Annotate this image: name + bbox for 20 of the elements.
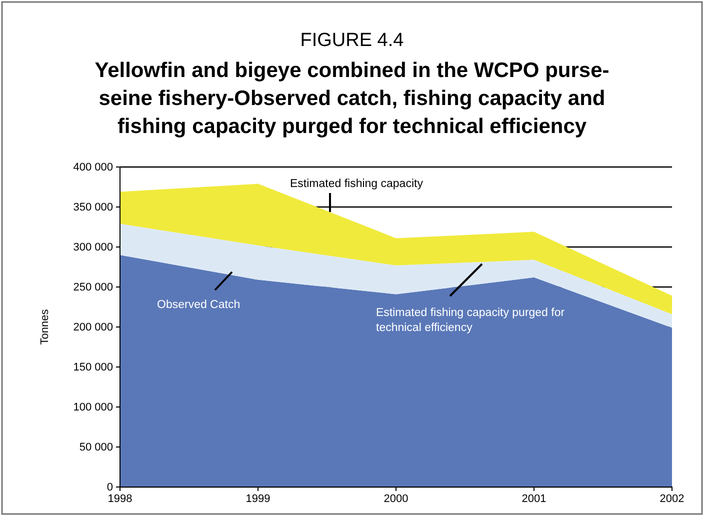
y-tick-label: 250 000 (73, 282, 113, 294)
x-tick-label: 1999 (246, 492, 270, 505)
y-tick-label: 100 000 (73, 402, 113, 414)
x-tick-label: 2000 (384, 492, 408, 505)
x-tick-label: 1998 (108, 492, 132, 505)
series-label: Estimated fishing capacity (290, 178, 424, 190)
y-tick-label: 150 000 (73, 362, 113, 374)
series-label: Observed Catch (157, 299, 240, 311)
series-label: Estimated fishing capacity purged for technical efficiency (376, 307, 565, 334)
y-axis-title: Tonnes (39, 308, 51, 345)
y-tick-label: 200 000 (73, 322, 113, 334)
y-tick-label: 350 000 (73, 202, 113, 214)
y-tick-label: 300 000 (73, 242, 113, 254)
y-tick-label: 400 000 (73, 162, 113, 174)
chart-subtitle: Yellowfin and bigeye combined in the WCPO purse-seine fishery-Observed catch, fishing capacity and fishing capacity purged for technical efficiency (94, 59, 610, 138)
x-tick-label: 2002 (660, 492, 684, 505)
y-tick-label: 50 000 (79, 442, 113, 454)
y-tick-label: 0 (106, 482, 113, 494)
chart-title: FIGURE 4.4 (300, 30, 404, 51)
x-tick-label: 2001 (522, 492, 546, 505)
